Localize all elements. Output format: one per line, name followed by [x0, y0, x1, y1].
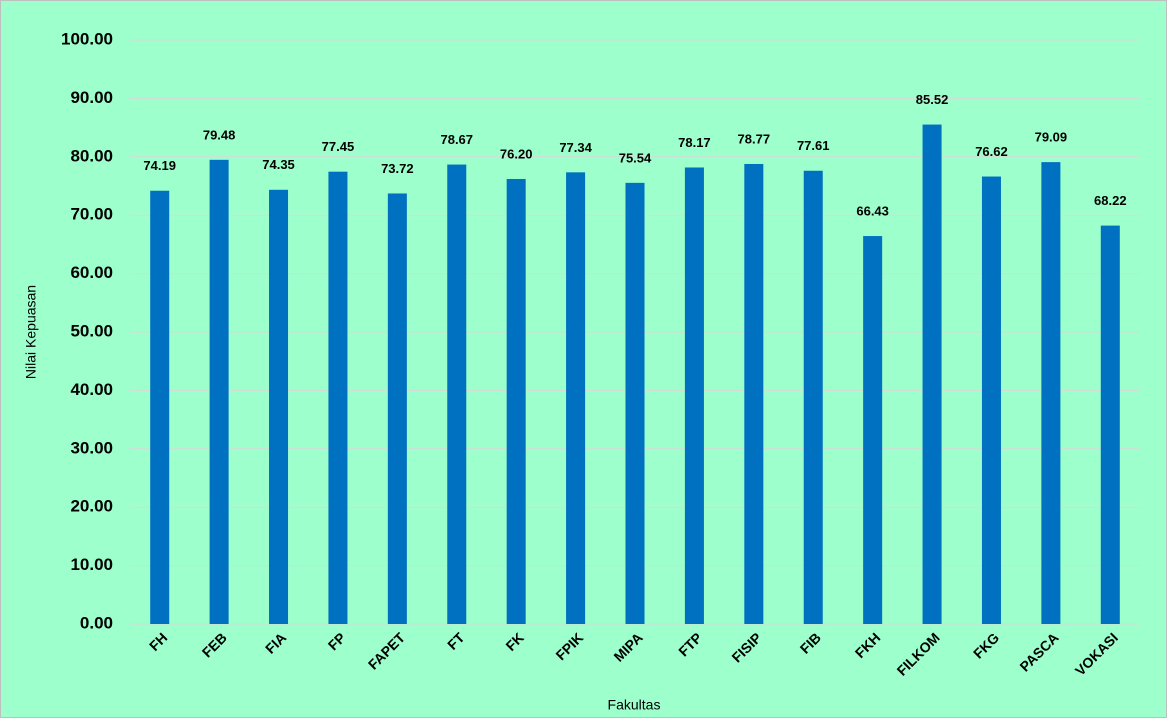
y-tick-label: 50.00 [70, 321, 113, 340]
y-tick-label: 70.00 [70, 205, 113, 224]
y-tick-label: 100.00 [61, 29, 113, 48]
value-label: 78.67 [440, 132, 473, 147]
bar [150, 190, 170, 624]
y-tick-label: 90.00 [70, 88, 113, 107]
value-label: 77.45 [322, 139, 355, 154]
bar [269, 189, 289, 624]
y-tick-label: 80.00 [70, 146, 113, 165]
bar [387, 193, 407, 624]
value-label: 78.17 [678, 135, 711, 150]
value-label: 74.19 [143, 158, 176, 173]
y-tick-label: 0.00 [80, 613, 113, 632]
y-tick-label: 20.00 [70, 497, 113, 516]
bar [684, 167, 704, 625]
bar [506, 178, 526, 624]
value-label: 66.43 [856, 203, 889, 218]
value-label: 77.61 [797, 138, 830, 153]
bar [744, 163, 764, 624]
value-label: 79.48 [203, 127, 236, 142]
y-axis-title: Nilai Kepuasan [23, 285, 39, 379]
value-label: 68.22 [1094, 193, 1127, 208]
y-tick-label: 10.00 [70, 555, 113, 574]
bar [625, 182, 645, 624]
bar [922, 124, 942, 624]
bar [1041, 162, 1061, 625]
value-label: 75.54 [619, 150, 652, 165]
value-label: 76.62 [975, 144, 1008, 159]
bar [1100, 225, 1120, 624]
bar [566, 172, 586, 624]
value-label: 78.77 [738, 131, 771, 146]
bar [328, 171, 348, 624]
bar [981, 176, 1001, 625]
bar [863, 236, 883, 624]
bar [803, 170, 823, 624]
y-tick-label: 30.00 [70, 438, 113, 457]
value-label: 76.20 [500, 146, 533, 161]
value-label: 79.09 [1035, 130, 1068, 145]
value-label: 85.52 [916, 92, 949, 107]
value-label: 73.72 [381, 161, 414, 176]
y-tick-label: 60.00 [70, 263, 113, 282]
value-label: 74.35 [262, 157, 295, 172]
bar [209, 159, 229, 625]
x-axis-title: Fakultas [608, 697, 661, 713]
bar [447, 164, 467, 624]
y-tick-label: 40.00 [70, 380, 113, 399]
value-label: 77.34 [559, 140, 592, 155]
